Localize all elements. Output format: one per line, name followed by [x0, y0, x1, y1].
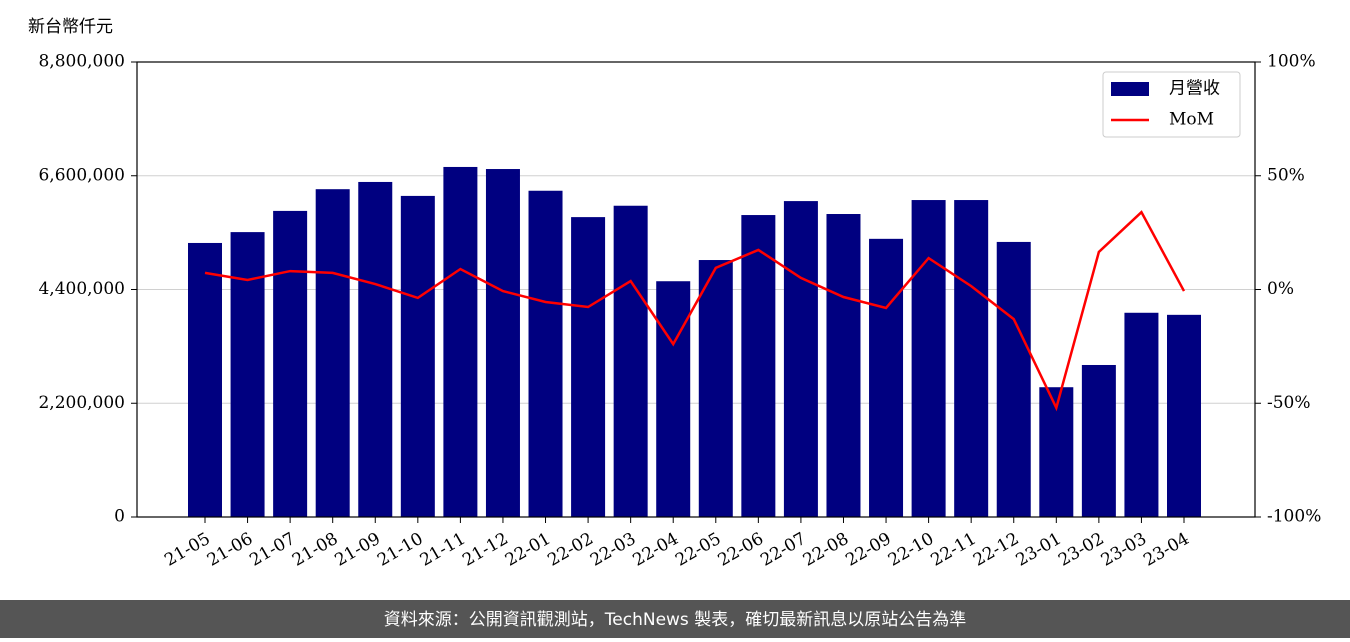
bar: [996, 241, 1031, 517]
x-tick-label: 22-09: [842, 529, 894, 571]
bar: [485, 169, 520, 517]
bar: [783, 201, 818, 518]
bar: [613, 205, 648, 517]
x-tick-label: 22-12: [970, 529, 1022, 571]
x-tick-label: 21-07: [246, 529, 298, 571]
bar: [741, 215, 776, 517]
x-tick-label: 22-05: [672, 529, 724, 571]
x-tick-label: 22-01: [502, 529, 554, 571]
y2-tick-label: 50%: [1267, 165, 1305, 185]
x-tick-label: 21-10: [374, 529, 426, 571]
bar: [273, 210, 308, 517]
y-tick-label: 2,200,000: [38, 393, 125, 413]
x-tick-label: 21-08: [289, 529, 341, 571]
y-axis-label: 新台幣仟元: [28, 17, 113, 37]
x-tick-label: 22-03: [587, 529, 639, 571]
bar: [1167, 314, 1201, 517]
x-tick-label: 22-11: [927, 529, 979, 571]
y-tick-label: 6,600,000: [38, 165, 125, 185]
bar: [571, 217, 606, 517]
legend-label: MoM: [1169, 110, 1214, 130]
line: [204, 210, 1186, 412]
bar: [656, 281, 691, 517]
x-tick-label: 21-12: [459, 529, 511, 571]
bar: [315, 189, 350, 517]
y2-tick-label: -50%: [1267, 393, 1311, 413]
y2-tick-label: 0%: [1267, 279, 1294, 299]
bar: [954, 200, 989, 517]
bar: [826, 214, 861, 518]
y-tick-label: 4,400,000: [38, 279, 125, 299]
bar: [869, 238, 904, 518]
x-tick-label: 23-01: [1013, 529, 1065, 571]
x-tick-label: 21-06: [204, 529, 256, 571]
x-tick-label: 23-02: [1055, 529, 1107, 571]
bar: [358, 181, 393, 518]
legend-swatch: [1111, 82, 1149, 96]
bar: [188, 242, 222, 517]
x-tick-label: 22-08: [800, 529, 852, 571]
bar: [1081, 364, 1116, 517]
y2-tick-label: -100%: [1267, 507, 1321, 527]
legend-label: 月營收: [1169, 79, 1220, 99]
y-tick-label: 0: [114, 507, 125, 527]
x-tick-label: 21-05: [161, 529, 213, 571]
x-tick-label: 21-11: [417, 529, 469, 571]
bar: [528, 190, 563, 517]
bar: [698, 260, 733, 517]
y2-tick-label: 100%: [1267, 52, 1316, 72]
x-tick-label: 22-04: [630, 529, 682, 571]
x-tick-label: 22-02: [544, 529, 596, 571]
plot-frame: [136, 61, 1256, 518]
bar: [1124, 312, 1159, 517]
y-tick-label: 8,800,000: [38, 52, 125, 72]
bar: [443, 166, 478, 518]
footer-bar: [0, 600, 1350, 638]
bar: [230, 232, 265, 517]
bar: [911, 200, 946, 517]
x-tick-label: 21-09: [332, 529, 384, 571]
x-tick-label: 22-07: [757, 529, 809, 571]
bar: [400, 195, 435, 517]
x-tick-label: 22-06: [715, 529, 767, 571]
x-tick-label: 22-10: [885, 529, 937, 571]
x-tick-label: 23-03: [1098, 529, 1150, 571]
x-tick-label: 23-04: [1140, 529, 1192, 571]
footer: 資料來源：公開資訊觀測站，TechNews 製表，確切最新訊息以原站公告為準: [384, 610, 966, 630]
